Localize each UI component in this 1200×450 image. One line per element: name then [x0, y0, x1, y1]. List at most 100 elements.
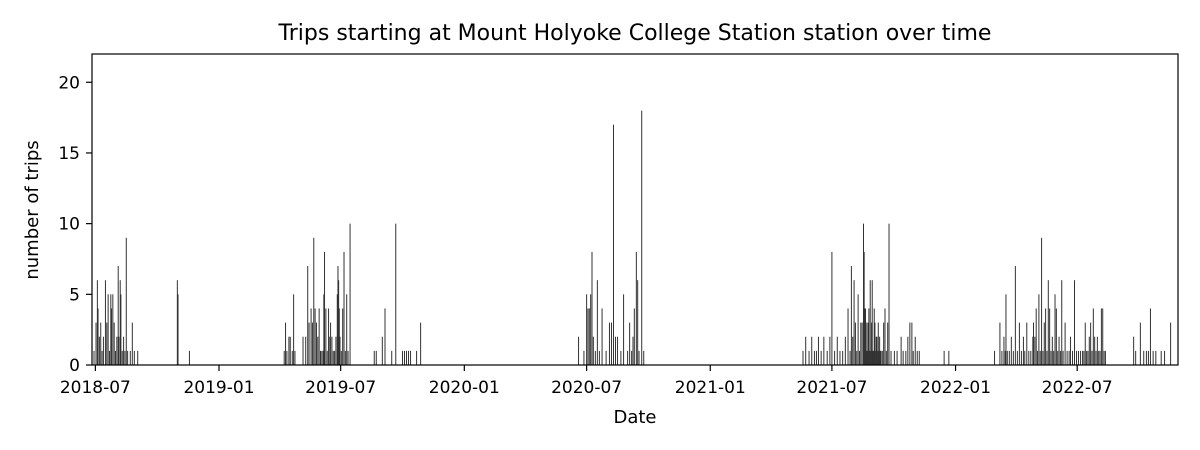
bar-2022-04-12	[1022, 336, 1024, 365]
bar-2019-10-10	[408, 350, 410, 365]
bar-2022-06-10	[1062, 350, 1064, 365]
x-axis-label: Date	[613, 407, 656, 428]
bar-2022-05-19	[1047, 280, 1049, 365]
bar-2020-07-01	[586, 294, 588, 365]
bar-2020-09-10	[633, 308, 635, 365]
bar-2018-08-28	[133, 350, 135, 365]
bar-2020-07-09	[591, 251, 593, 365]
bar-2021-05-28	[808, 350, 810, 365]
bar-2018-08-22	[129, 350, 131, 365]
bar-2019-07-10	[346, 294, 348, 365]
bar-2021-10-25	[909, 322, 911, 365]
bar-2019-06-30	[339, 336, 341, 365]
bar-2021-11-02	[914, 336, 916, 365]
bar-2019-06-20	[332, 350, 334, 365]
bar-2022-05-01	[1035, 308, 1037, 365]
bar-2021-05-23	[805, 336, 807, 365]
x-axis: 2018-07 2019-01 2019-07 2020-01 2020-07 2021-…	[60, 365, 1113, 398]
bar-2019-06-28	[338, 280, 340, 365]
bar-2019-09-15	[391, 350, 393, 365]
bar-2018-07-09	[100, 322, 102, 365]
bar-2021-08-21	[865, 350, 867, 365]
bar-2019-06-06	[323, 294, 325, 365]
bar-2019-06-18	[331, 336, 333, 365]
bar-2021-09-14	[881, 350, 883, 365]
bar-2021-09-12	[880, 350, 882, 365]
bar-2021-08-30	[871, 280, 873, 365]
bar-2018-07-07	[98, 336, 100, 365]
bar-2021-08-31	[872, 350, 874, 365]
bar-2022-05-13	[1043, 322, 1045, 365]
x-tick-label: 2021-01	[675, 378, 746, 398]
bar-2019-06-05	[322, 350, 324, 365]
bar-2018-11-01	[177, 294, 179, 365]
bar-2020-08-13	[615, 336, 617, 365]
bar-2021-10-30	[912, 350, 914, 365]
bar-2022-04-23	[1030, 350, 1032, 365]
bar-2021-10-15	[902, 350, 904, 365]
bar-2021-07-21	[844, 336, 846, 365]
bar-2018-07-20	[107, 294, 109, 365]
bar-2022-07-21	[1090, 322, 1092, 365]
bar-2018-08-14	[124, 350, 126, 365]
bar-2021-08-26	[869, 350, 871, 365]
bar-2020-06-27	[583, 350, 585, 365]
bar-2019-10-28	[420, 322, 422, 365]
bar-2022-04-06	[1018, 322, 1020, 365]
bar-2021-08-25	[868, 308, 870, 365]
bar-2022-07-31	[1096, 336, 1098, 365]
y-tick-label: 20	[58, 73, 80, 93]
bar-2019-05-15	[308, 322, 310, 365]
bar-2022-05-21	[1049, 308, 1051, 365]
bar-2021-10-06	[896, 350, 898, 365]
bar-2019-04-17	[289, 336, 291, 365]
bar-2022-06-24	[1071, 350, 1073, 365]
bar-2021-08-18	[863, 251, 865, 365]
bar-2020-08-04	[608, 322, 610, 365]
bar-2021-08-29	[871, 322, 873, 365]
bar-2020-08-10	[612, 124, 614, 365]
bar-2018-08-02	[116, 336, 118, 365]
bar-2019-05-20	[311, 322, 313, 365]
bar-2022-03-22	[1008, 350, 1010, 365]
bar-2020-07-17	[596, 280, 598, 365]
bar-2022-04-17	[1026, 322, 1028, 365]
bar-2018-10-31	[176, 280, 178, 365]
bar-2022-07-25	[1092, 308, 1094, 365]
bar-2018-06-29	[93, 350, 95, 365]
bar-2022-07-23	[1091, 350, 1093, 365]
bar-2021-09-20	[885, 350, 887, 365]
bar-2021-08-22	[866, 322, 868, 365]
bar-2022-07-13	[1084, 322, 1086, 365]
x-tick-label: 2022-01	[920, 378, 991, 398]
bar-2018-08-25	[131, 322, 133, 365]
bar-2022-05-05	[1038, 294, 1040, 365]
bar-2022-07-09	[1082, 350, 1084, 365]
bar-2022-03-16	[1004, 350, 1006, 365]
bar-2021-09-22	[887, 322, 889, 365]
bar-2022-06-21	[1069, 336, 1071, 365]
bars-group	[93, 110, 1172, 365]
bar-2022-10-22	[1152, 350, 1154, 365]
bar-2020-09-15	[637, 280, 639, 365]
bar-2018-08-04	[117, 266, 119, 365]
bar-2019-10-07	[406, 350, 408, 365]
bar-2022-05-15	[1045, 308, 1047, 365]
bar-2019-05-18	[310, 308, 312, 365]
bar-2022-05-23	[1050, 350, 1052, 365]
bar-2020-07-14	[594, 350, 596, 365]
bar-2021-09-03	[874, 322, 876, 365]
bar-2019-06-13	[328, 308, 330, 365]
bar-2022-03-17	[1005, 294, 1007, 365]
bar-2022-05-25	[1051, 336, 1053, 365]
bar-2020-06-19	[578, 336, 580, 365]
bar-2022-07-06	[1080, 350, 1082, 365]
bar-2022-06-13	[1064, 322, 1066, 365]
bar-2022-04-29	[1034, 336, 1036, 365]
bar-2021-11-08	[918, 350, 920, 365]
bar-2020-07-30	[605, 350, 607, 365]
bar-2022-11-03	[1160, 350, 1162, 365]
bar-2022-05-27	[1053, 350, 1055, 365]
bar-2018-07-02	[95, 322, 97, 365]
bar-2021-09-18	[884, 308, 886, 365]
